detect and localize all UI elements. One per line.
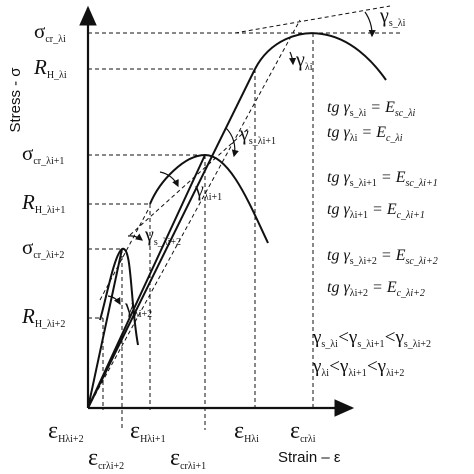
x-label-eh-i1: εHλi+1 — [130, 418, 166, 445]
x-axis-title: Strain – ε — [278, 449, 341, 466]
x-label-ecr-i2: εcrλi+2 — [88, 445, 124, 472]
angle-arcs — [107, 11, 376, 306]
equation-0: tg γs_λi = Esc_λi — [327, 99, 416, 119]
horizontal-guides — [88, 32, 402, 319]
x-label-eh-i2: εHλi+2 — [48, 418, 84, 445]
inequality-0: γs_λi <γs_λi+1 <γs_λi+2 — [312, 327, 431, 350]
y-label-rh-i: RH_λi — [33, 55, 67, 81]
curve-lambda-i2 — [99, 247, 139, 346]
vertical-guides — [102, 33, 314, 430]
x-labels-bottom: εcrλi+2 εcrλi+1 — [88, 445, 206, 472]
equation-4: tg γs_λi+2 = Esc_λi+2 — [327, 247, 438, 267]
x-label-ecr-i: εcrλi — [290, 418, 316, 445]
angle-label-s-i2: γs_λi+2 — [144, 224, 181, 248]
curve-lambda-i1 — [149, 153, 269, 244]
y-label-rh-i1: RH_λi+1 — [21, 190, 65, 216]
angle-label-i2: γλi+2 — [124, 296, 152, 320]
x-label-ecr-i1: εcrλi+1 — [170, 445, 206, 472]
curve-lambda-i — [254, 32, 387, 81]
equation-2: tg γs_λi+1 = Esc_λi+1 — [327, 169, 438, 189]
angle-label-i1: γλi+1 — [194, 179, 222, 203]
equation-1: tg γλi = Ec_λi — [327, 124, 403, 144]
inequalities-panel: γs_λi <γs_λi+1 <γs_λi+2 γλi <γλi+1 <γλi+… — [312, 327, 431, 379]
equation-5: tg γλi+2 = Ec_λi+2 — [327, 279, 425, 299]
x-label-eh-i: εHλi — [234, 418, 259, 445]
stress-strain-curves — [99, 32, 387, 346]
y-labels: σcr_λi RH_λi σcr_λi+1 RH_λi+1 σcr_λi+2 R… — [21, 19, 67, 330]
angle-labels: γs_λi γλi γs_λi+1 γλi+1 γs_λi+2 γλi+2 — [124, 5, 406, 320]
y-label-sigma-cr-i2: σcr_λi+2 — [22, 235, 64, 261]
y-label-rh-i2: RH_λi+2 — [21, 304, 65, 330]
angle-label-s-i: γs_λi — [379, 5, 406, 29]
y-label-sigma-cr-i: σcr_λi — [34, 19, 66, 45]
inequality-1: γλi <γλi+1 <γλi+2 — [312, 356, 404, 379]
secant-lines — [87, 68, 256, 409]
y-axis-title: Stress - σ — [7, 67, 24, 133]
angle-label-i: γλi — [295, 49, 313, 73]
y-label-sigma-cr-i1: σcr_λi+1 — [22, 141, 64, 167]
angle-label-s-i1: γs_λi+1 — [239, 123, 276, 147]
equation-3: tg γλi+1 = Ec_λi+1 — [327, 201, 425, 221]
x-labels-top: εHλi+2 εHλi+1 εHλi εcrλi — [48, 418, 316, 445]
